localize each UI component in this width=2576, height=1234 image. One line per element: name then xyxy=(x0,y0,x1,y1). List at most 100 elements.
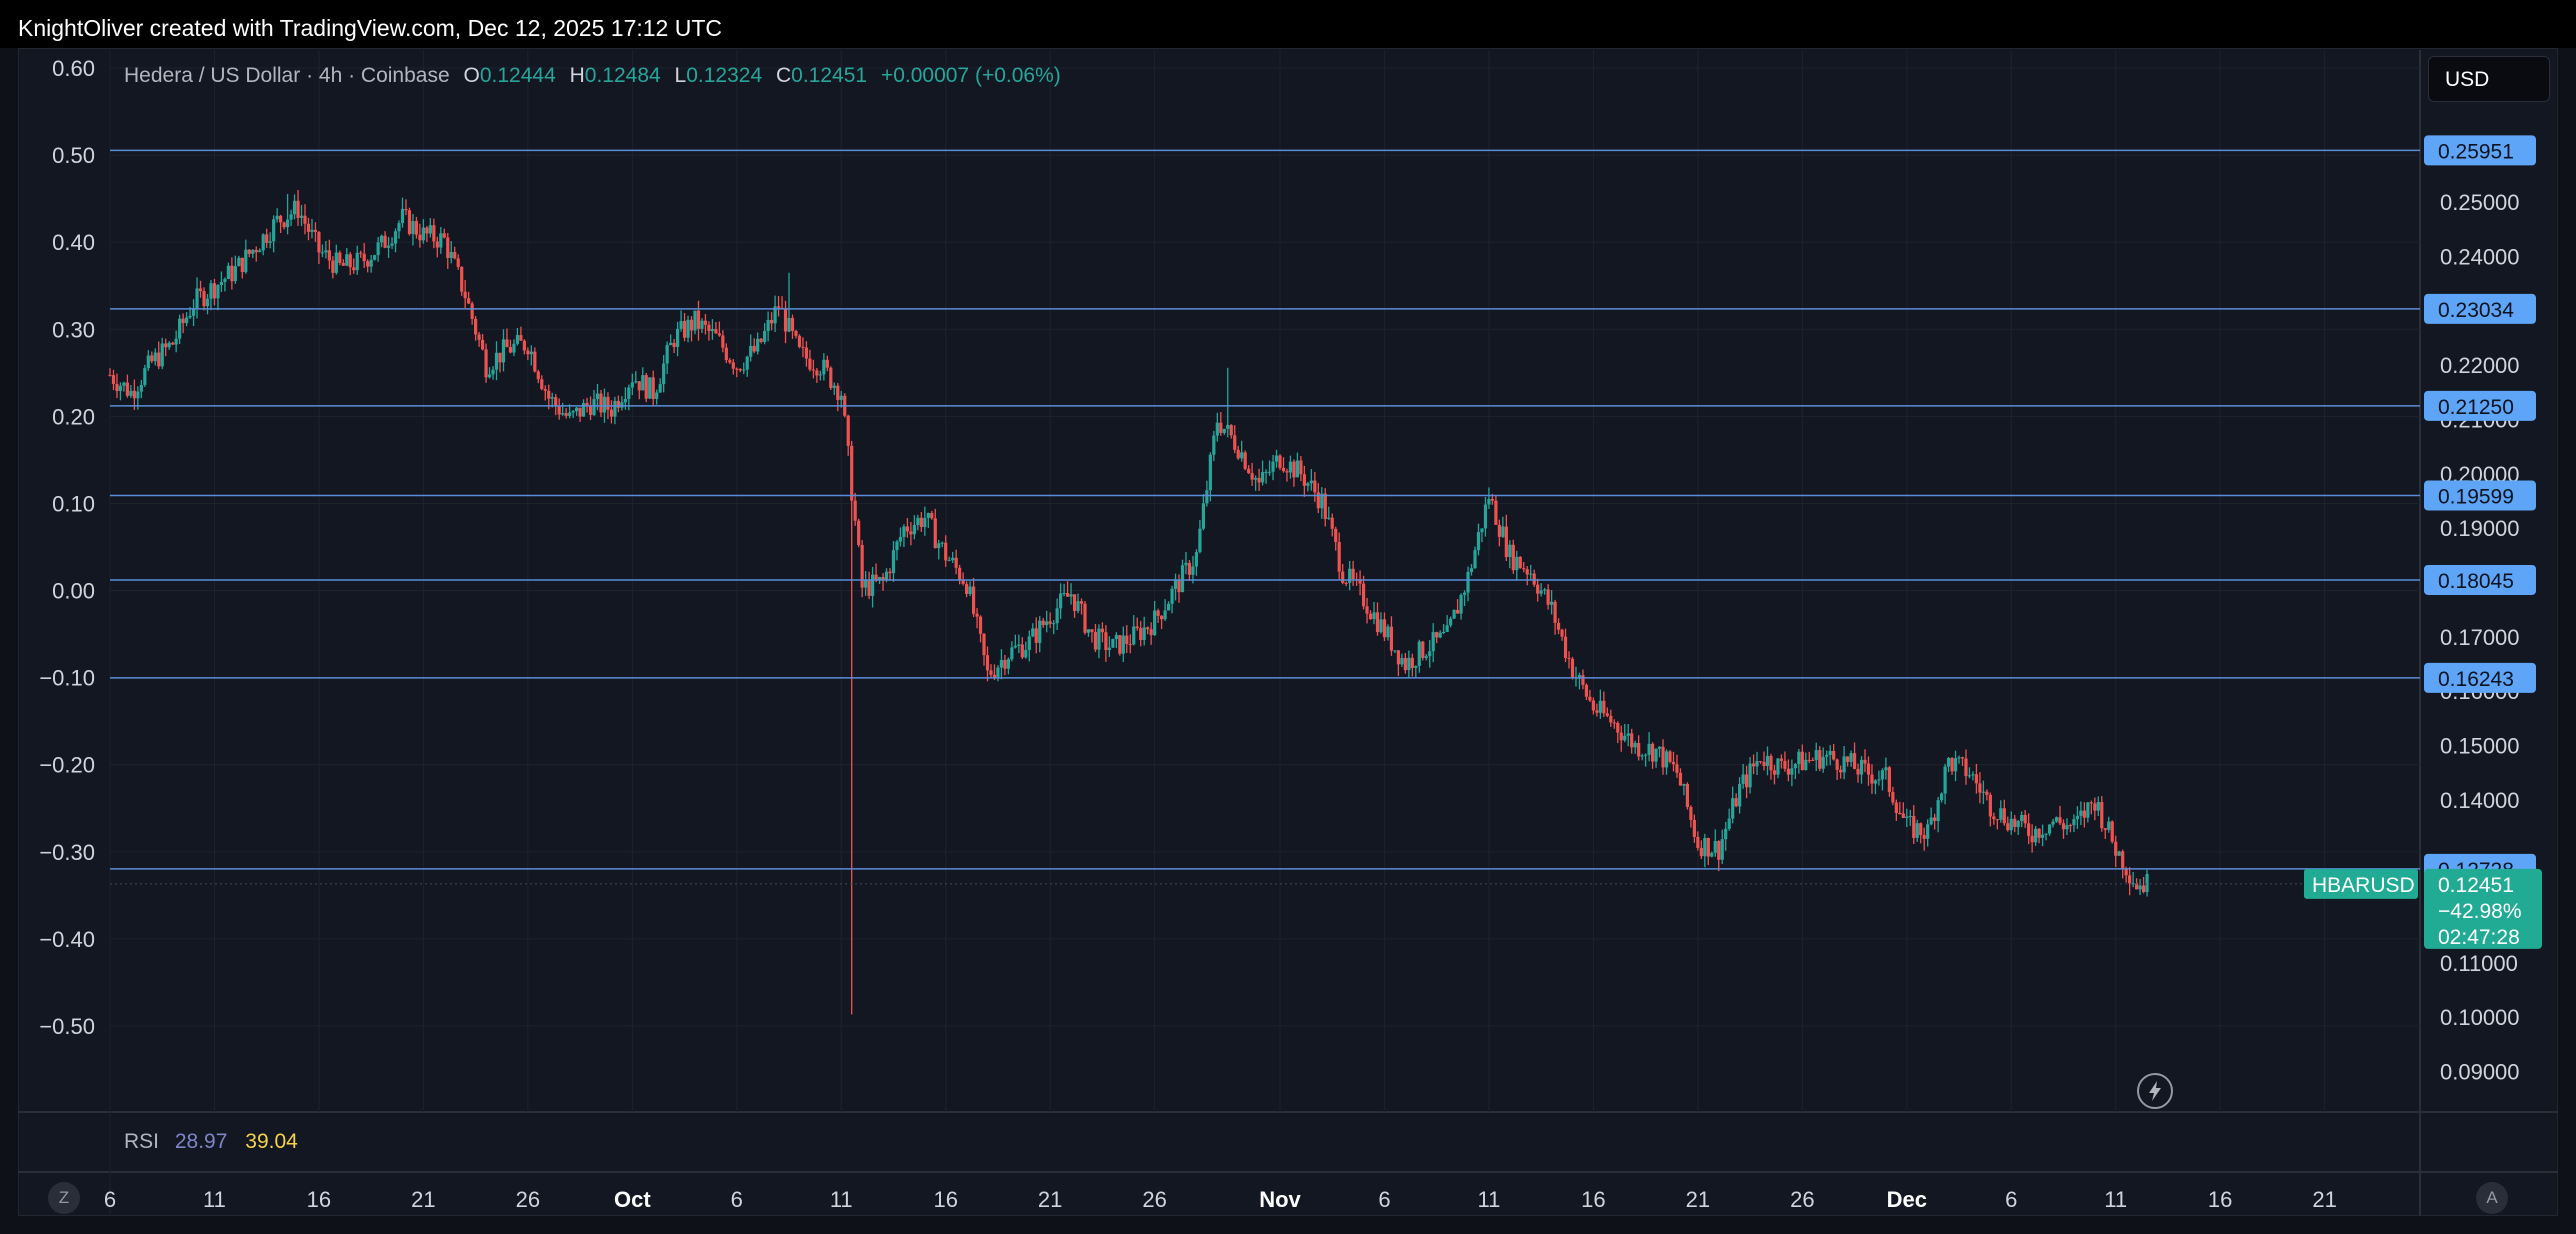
candle xyxy=(655,389,659,405)
candle xyxy=(376,236,380,262)
candle xyxy=(292,194,297,220)
candle xyxy=(1375,602,1380,636)
candle-body xyxy=(749,345,753,357)
candle-body xyxy=(919,517,923,528)
candle xyxy=(999,649,1004,680)
candle xyxy=(766,311,770,342)
candle xyxy=(421,219,425,244)
candle-body xyxy=(477,334,481,340)
zoom-reset-button[interactable]: Z xyxy=(48,1182,80,1214)
symbol-tag-label: HBARUSD xyxy=(2312,874,2415,897)
candle xyxy=(470,301,474,325)
candle-body xyxy=(1403,658,1407,671)
candle-body xyxy=(1985,791,1989,795)
candle-body xyxy=(129,390,133,396)
candle xyxy=(731,359,735,375)
lightning-icon[interactable] xyxy=(2137,1073,2173,1109)
candle xyxy=(1072,594,1077,618)
candle-body xyxy=(1372,612,1376,620)
candle xyxy=(515,327,520,346)
candle xyxy=(818,370,822,381)
candle-body xyxy=(1703,838,1707,857)
candle-body xyxy=(864,580,868,588)
candle-body xyxy=(1048,621,1052,624)
candle xyxy=(561,402,565,416)
candle-body xyxy=(1567,657,1571,659)
candle-body xyxy=(825,359,829,368)
candle xyxy=(1550,589,1554,615)
candle xyxy=(303,204,307,235)
candle-body xyxy=(352,267,356,271)
candle-body xyxy=(1093,631,1098,650)
candle xyxy=(1856,763,1860,783)
candle-body xyxy=(1424,656,1428,659)
candle-body xyxy=(1786,768,1790,775)
candle xyxy=(1166,601,1171,611)
candle-body xyxy=(2110,821,2114,842)
candle xyxy=(965,581,969,598)
candle xyxy=(874,563,878,583)
candle-body xyxy=(508,347,513,353)
candle xyxy=(1992,812,1996,825)
symbol-legend[interactable]: Hedera / US Dollar · 4h · Coinbase O0.12… xyxy=(124,64,1061,88)
candle xyxy=(1153,600,1157,636)
right-axis-tick: 0.19000 xyxy=(2440,516,2520,541)
candle-body xyxy=(327,250,331,261)
candle-body xyxy=(1511,544,1515,571)
candle xyxy=(275,208,279,223)
candle-body xyxy=(1006,659,1010,669)
candle-body xyxy=(1504,526,1508,558)
candle-body xyxy=(2058,817,2062,824)
candle-body xyxy=(1891,791,1895,803)
candle xyxy=(1654,748,1658,768)
candle-body xyxy=(1233,435,1237,450)
candle-body xyxy=(157,352,161,367)
candle xyxy=(703,314,708,335)
candle xyxy=(1264,469,1268,484)
candle-body xyxy=(954,557,958,568)
candle-body xyxy=(150,355,154,362)
candle-body xyxy=(1344,582,1348,584)
candle-body xyxy=(1201,503,1205,529)
candle xyxy=(1807,751,1811,764)
candle xyxy=(487,367,492,379)
candle xyxy=(1344,581,1348,587)
candle-body xyxy=(198,288,203,292)
candle-body xyxy=(790,317,795,331)
candle-body xyxy=(1807,759,1811,761)
candle-body xyxy=(1295,460,1300,478)
candle-body xyxy=(1445,625,1449,632)
candle-body xyxy=(400,208,405,224)
candle-body xyxy=(627,387,631,399)
candle-body xyxy=(1758,761,1763,763)
candle-body xyxy=(1988,794,1992,817)
candle xyxy=(797,334,802,349)
candle-body xyxy=(432,225,436,242)
currency-selector[interactable]: USD xyxy=(2428,56,2550,102)
candle xyxy=(2020,811,2024,828)
candle xyxy=(832,382,836,395)
candle-body xyxy=(487,374,492,378)
candle-body xyxy=(655,392,659,399)
candle-body xyxy=(512,343,516,353)
auto-scale-button[interactable]: A xyxy=(2476,1182,2508,1214)
candle xyxy=(870,567,875,608)
candle-body xyxy=(1396,650,1400,665)
candle-body xyxy=(533,351,537,372)
candle xyxy=(1372,601,1376,625)
candle xyxy=(1313,472,1317,502)
candle-body xyxy=(1497,524,1501,537)
candle-body xyxy=(637,381,641,391)
candle xyxy=(1887,766,1891,797)
candle-body xyxy=(930,513,934,519)
candle-body xyxy=(439,233,443,248)
candle-body xyxy=(1605,713,1609,716)
candle xyxy=(1731,786,1735,824)
candle xyxy=(923,506,927,536)
candle xyxy=(1908,809,1912,826)
candle-body xyxy=(717,333,721,336)
rsi-legend[interactable]: RSI 28.97 39.04 xyxy=(124,1130,298,1154)
candle-body xyxy=(1153,610,1157,636)
candle-body xyxy=(1083,603,1087,633)
